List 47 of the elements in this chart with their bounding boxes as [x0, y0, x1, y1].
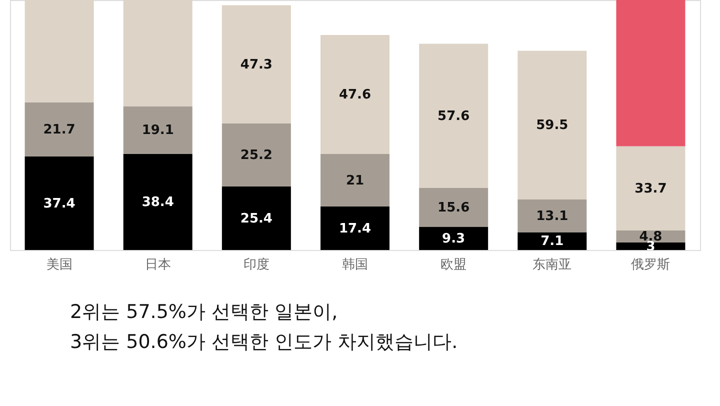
data-label: 21 — [346, 173, 364, 188]
data-label: 25.4 — [240, 211, 272, 226]
bar — [222, 186, 291, 250]
bar — [123, 0, 192, 106]
x-tick-label: 欧盟 — [440, 258, 467, 272]
data-label: 25.2 — [240, 148, 272, 163]
data-label: 19.1 — [142, 123, 174, 138]
data-label: 47.3 — [240, 57, 272, 72]
bar — [320, 35, 390, 154]
text: 3위는 50.6%가 선택한 인도가 차지했습니다. — [70, 331, 458, 353]
x-tick-label: 东南亚 — [532, 258, 572, 272]
data-label: 7.1 — [540, 234, 564, 250]
data-label: 33.7 — [634, 181, 667, 196]
bar — [123, 106, 192, 154]
bar — [616, 242, 686, 250]
x-tick-label: 日本 — [144, 258, 171, 272]
bar — [616, 0, 686, 146]
data-label: 13.1 — [536, 208, 568, 224]
bar — [419, 226, 488, 250]
bar — [24, 102, 94, 156]
data-label: 37.4 — [43, 196, 76, 212]
bar — [616, 146, 686, 230]
data-label: 47.6 — [338, 88, 372, 102]
text: 2위는 57.5%가 선택한 일본이, — [70, 301, 338, 323]
bar — [24, 156, 94, 250]
bar — [518, 232, 587, 250]
data-label: 17.4 — [338, 221, 372, 236]
bar — [419, 188, 488, 227]
bar — [222, 124, 291, 186]
bar — [518, 50, 587, 200]
data-label: 9.3 — [442, 231, 466, 246]
data-label: 59.5 — [536, 118, 568, 134]
x-tick-label: 印度 — [243, 256, 270, 272]
data-label: 38.4 — [142, 195, 174, 210]
data-label: 57.6 — [438, 108, 470, 124]
bar — [320, 154, 390, 206]
bar — [222, 5, 291, 124]
bar — [518, 200, 587, 232]
bar — [24, 0, 94, 102]
bar — [123, 154, 192, 250]
bar — [320, 206, 390, 250]
x-tick-label: 美国 — [46, 256, 72, 272]
x-tick-label: 俄罗斯 — [631, 258, 670, 272]
data-label: 21.7 — [43, 122, 76, 138]
bar — [419, 44, 488, 188]
data-label: 15.6 — [438, 200, 470, 216]
x-tick-label: 韩国 — [342, 258, 368, 272]
